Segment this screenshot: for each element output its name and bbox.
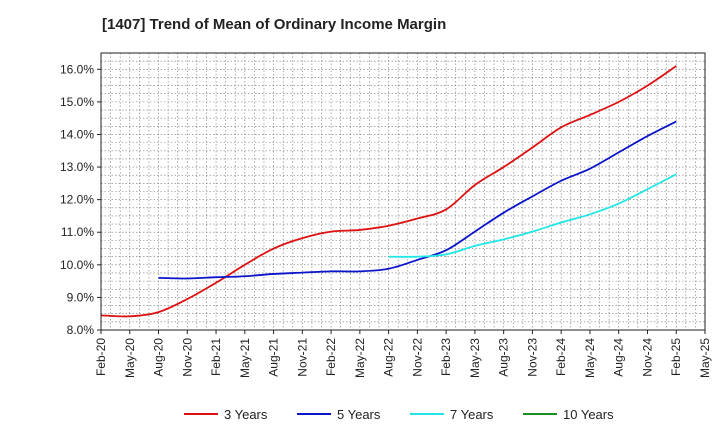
series-line-5-years xyxy=(158,120,677,280)
x-tick-label: May-21 xyxy=(238,338,252,378)
x-tick-label: Nov-22 xyxy=(410,338,424,377)
chart-title: [1407] Trend of Mean of Ordinary Income … xyxy=(102,16,447,33)
legend-item-7-years: 7 Years xyxy=(410,407,494,422)
x-tick-label: May-25 xyxy=(698,338,712,378)
y-tick-label: 12.0% xyxy=(60,193,94,207)
x-tick-label: Feb-22 xyxy=(324,338,338,376)
x-tick-label: Nov-23 xyxy=(525,338,539,377)
x-tick-label: Aug-21 xyxy=(267,338,281,377)
grid-lines xyxy=(101,53,705,330)
y-tick-label: 8.0% xyxy=(67,323,95,337)
legend-item-5-years: 5 Years xyxy=(297,407,381,422)
legend-label: 5 Years xyxy=(337,407,381,422)
x-tick-label: May-22 xyxy=(353,338,367,378)
x-tick-label: Feb-21 xyxy=(209,338,223,376)
x-tick-label: Nov-21 xyxy=(295,338,309,377)
x-tick-label: Nov-20 xyxy=(180,338,194,377)
x-tick-label: Feb-25 xyxy=(669,338,683,376)
x-tick-label: May-20 xyxy=(123,338,137,378)
x-axis-ticks: Feb-20 May-20 Aug-20 Nov-20 Feb-21 May-21 Aug-… xyxy=(94,330,712,378)
x-tick-label: Aug-23 xyxy=(497,338,511,377)
series-line-3-years xyxy=(100,65,677,318)
legend-item-3-years: 3 Years xyxy=(184,407,268,422)
x-tick-label: May-23 xyxy=(468,338,482,378)
x-tick-label: Aug-24 xyxy=(612,338,626,377)
series-lines xyxy=(100,65,677,318)
series-line-7-years xyxy=(388,173,677,258)
y-tick-label: 14.0% xyxy=(60,127,94,141)
y-tick-label: 9.0% xyxy=(67,290,95,304)
x-tick-label: Feb-23 xyxy=(439,338,453,376)
legend: 3 Years 5 Years 7 Years 10 Years xyxy=(184,407,614,422)
legend-item-10-years: 10 Years xyxy=(523,407,614,422)
plot-frame xyxy=(100,52,706,331)
y-tick-label: 10.0% xyxy=(60,258,94,272)
y-tick-label: 15.0% xyxy=(60,95,94,109)
legend-label: 3 Years xyxy=(224,407,268,422)
x-tick-label: Feb-24 xyxy=(554,338,568,376)
legend-label: 7 Years xyxy=(450,407,494,422)
x-tick-label: Nov-24 xyxy=(640,338,654,377)
y-tick-label: 13.0% xyxy=(60,160,94,174)
x-tick-label: Feb-20 xyxy=(94,338,108,376)
y-tick-label: 16.0% xyxy=(60,62,94,76)
y-axis-ticks: 8.0% 9.0% 10.0% 11.0% 12.0% 13.0% 14.0% 15.0% 16… xyxy=(60,62,101,337)
legend-label: 10 Years xyxy=(563,407,614,422)
x-tick-label: May-24 xyxy=(583,338,597,378)
y-tick-label: 11.0% xyxy=(61,225,94,239)
x-tick-label: Aug-20 xyxy=(152,338,166,377)
x-tick-label: Aug-22 xyxy=(382,338,396,377)
